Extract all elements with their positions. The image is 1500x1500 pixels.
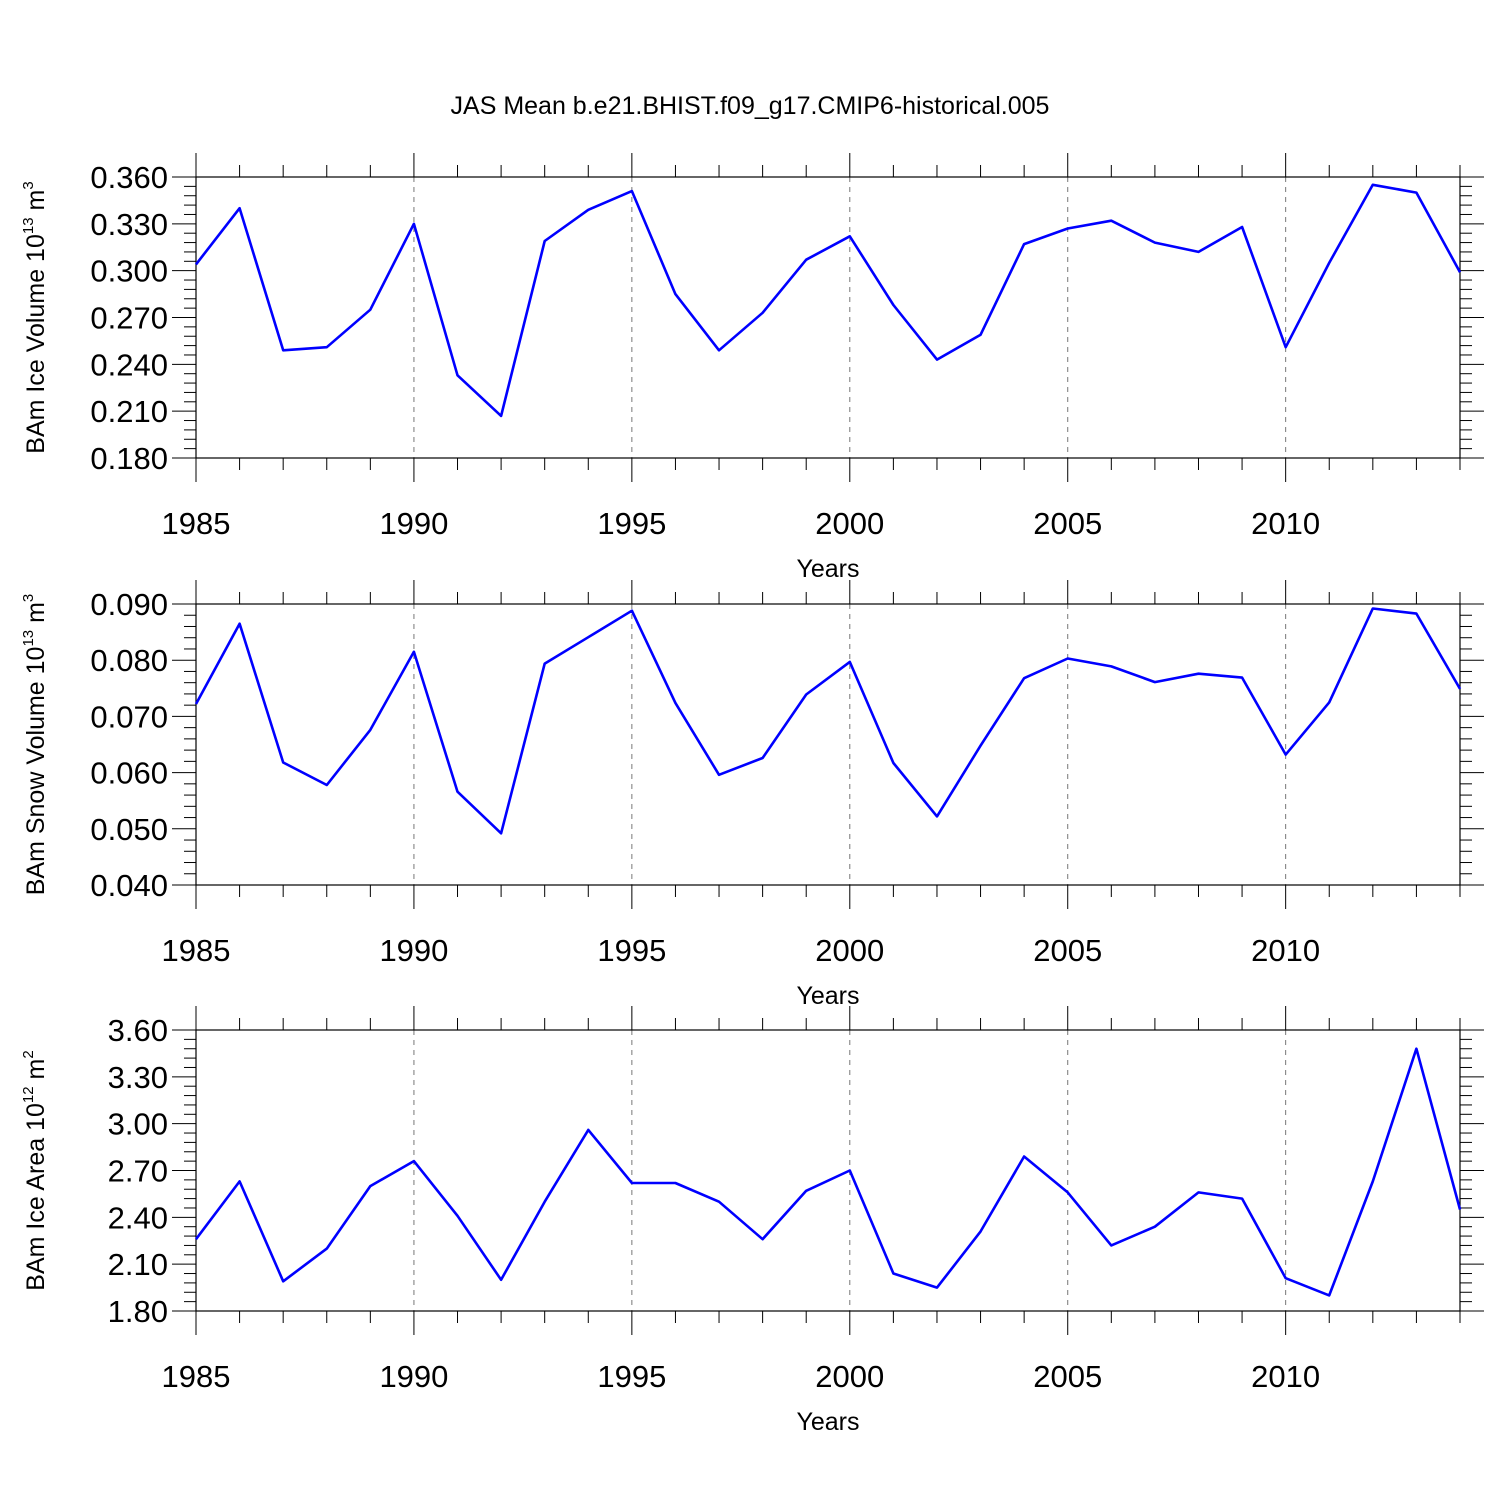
y-tick-label: 0.180	[90, 441, 168, 476]
chart-panel-1: 0.180 0.210 0.240 0.270 0.300 0.330 0.360 1985 1…	[20, 153, 1484, 583]
x-tick-label: 1990	[379, 506, 448, 541]
x-tick-label: 1995	[597, 933, 666, 968]
x-tick-label: 1985	[162, 506, 231, 541]
x-tick-label: 1995	[597, 1359, 666, 1394]
y-tick-label: 0.240	[90, 347, 168, 382]
y-axis-title: BAm Ice Area 1012 m2	[20, 1050, 50, 1290]
series-line	[194, 183, 1462, 418]
series-line	[194, 1047, 1462, 1297]
y-tick-label: 0.050	[90, 812, 168, 847]
chart-panel-2: 0.040 0.050 0.060 0.070 0.080 0.090 1985 1990 19…	[20, 580, 1484, 1010]
plot-frame	[195, 176, 1461, 459]
y-tick-label: 0.070	[90, 699, 168, 734]
x-tick-label: 2005	[1033, 506, 1102, 541]
y-axis-title: BAm Ice Volume 1013 m3	[20, 181, 50, 453]
x-tick-label: 2010	[1251, 933, 1320, 968]
y-tick-label: 3.60	[108, 1013, 168, 1048]
y-tick-label: 0.360	[90, 160, 168, 195]
x-axis-title: Years	[796, 555, 859, 583]
plot-frame	[195, 1029, 1461, 1312]
chart-panel-3: 1.80 2.10 2.40 2.70 3.00 3.30 3.60 1985 1990 1995…	[20, 1006, 1484, 1436]
x-axis-title: Years	[796, 1408, 859, 1436]
x-tick-label: 1985	[162, 933, 231, 968]
plot-frame	[195, 603, 1461, 886]
x-tick-label: 1995	[597, 506, 666, 541]
x-tick-label: 1990	[379, 933, 448, 968]
x-tick-label: 2010	[1251, 506, 1320, 541]
y-tick-label: 0.300	[90, 254, 168, 289]
x-tick-label: 2010	[1251, 1359, 1320, 1394]
y-tick-label: 0.080	[90, 643, 168, 678]
x-tick-label: 2000	[815, 933, 884, 968]
series-line	[194, 607, 1462, 835]
x-tick-label: 1985	[162, 1359, 231, 1394]
y-tick-label: 3.00	[108, 1107, 168, 1142]
y-tick-label: 0.210	[90, 394, 168, 429]
x-tick-label: 2000	[815, 1359, 884, 1394]
y-tick-label: 0.040	[90, 868, 168, 903]
y-tick-label: 2.70	[108, 1154, 168, 1189]
y-tick-label: 0.090	[90, 587, 168, 622]
y-tick-label: 0.270	[90, 301, 168, 336]
x-axis-title: Years	[796, 982, 859, 1010]
x-tick-label: 2005	[1033, 933, 1102, 968]
y-tick-label: 2.10	[108, 1247, 168, 1282]
y-axis-title: BAm Snow Volume 1013 m3	[20, 594, 50, 896]
y-tick-label: 3.30	[108, 1060, 168, 1095]
x-tick-label: 1990	[379, 1359, 448, 1394]
y-tick-label: 1.80	[108, 1294, 168, 1329]
y-tick-label: 0.330	[90, 207, 168, 242]
x-tick-label: 2005	[1033, 1359, 1102, 1394]
y-tick-label: 2.40	[108, 1200, 168, 1235]
x-tick-label: 2000	[815, 506, 884, 541]
y-tick-label: 0.060	[90, 756, 168, 791]
chart-title: JAS Mean b.e21.BHIST.f09_g17.CMIP6-histo…	[451, 92, 1050, 120]
